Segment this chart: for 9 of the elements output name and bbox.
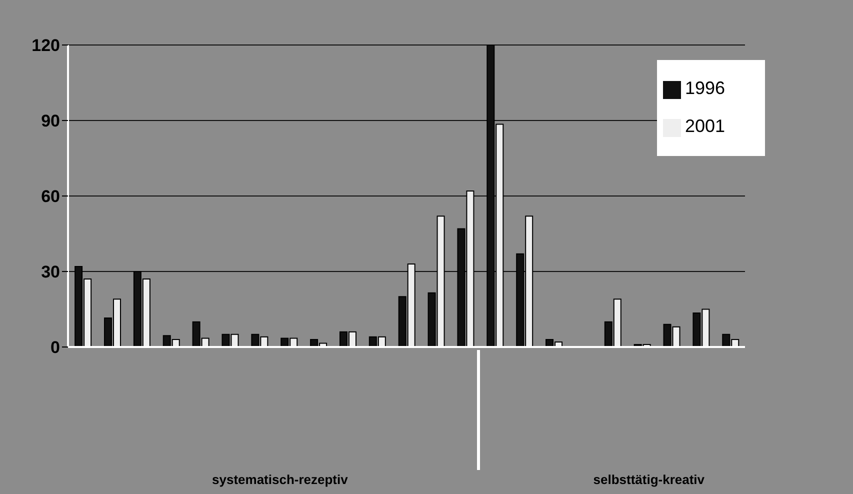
legend-label: 2001 bbox=[685, 116, 726, 136]
text: systematisch-rezeptiv bbox=[211, 472, 349, 487]
y-tick-label: 0 bbox=[50, 338, 60, 358]
y-tick-label: 60 bbox=[41, 187, 60, 206]
y-tick-label: 90 bbox=[41, 112, 60, 131]
legend-label: 1996 bbox=[685, 78, 726, 98]
y-tick-label: 120 bbox=[32, 36, 60, 56]
y-tick-label: 30 bbox=[41, 262, 60, 282]
text: selbsttätig-kreativ bbox=[592, 472, 706, 487]
